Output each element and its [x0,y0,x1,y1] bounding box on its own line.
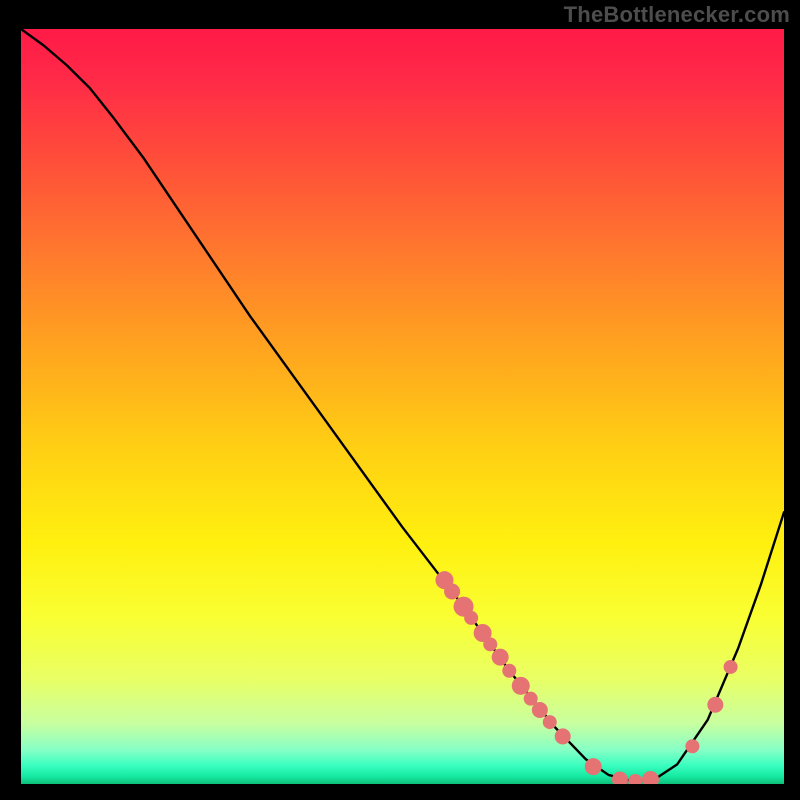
data-marker [483,637,497,651]
data-marker [685,739,699,753]
data-marker [492,649,509,666]
data-marker [512,677,530,695]
data-marker [543,715,557,729]
data-marker [585,758,602,775]
data-marker [502,664,516,678]
plot-area [19,27,782,782]
plot-svg [21,29,784,784]
chart-stage: TheBottlenecker.com [0,0,800,800]
data-marker [444,583,460,599]
data-marker [707,697,723,713]
data-marker [724,660,738,674]
data-marker [464,611,478,625]
data-marker [532,702,548,718]
data-marker [555,728,571,744]
watermark-text: TheBottlenecker.com [564,2,790,28]
gradient-background [21,29,784,784]
